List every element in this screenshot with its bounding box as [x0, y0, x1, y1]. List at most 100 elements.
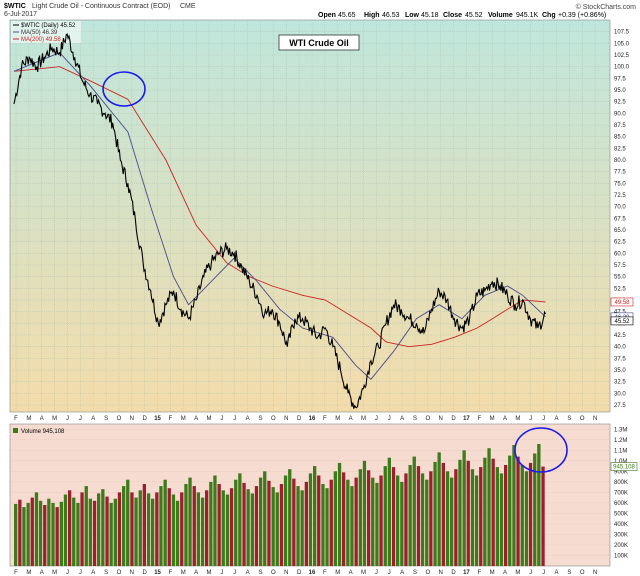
volume-bar: [304, 481, 308, 566]
price-y-tick-label: 42.5: [614, 333, 626, 339]
volume-x-axis: F M A M J J A S O N D 15 F M A M J J A S O N D 16 F M A M J J A S O N D 17 F…: [14, 570, 597, 576]
volume-x-tick-label: N: [130, 570, 134, 576]
volume-x-tick-label: N: [284, 570, 288, 576]
volume-bar: [163, 479, 167, 566]
volume-bar: [354, 477, 358, 566]
volume-x-tick-label: A: [503, 570, 507, 576]
price-y-tick-label: 80.0: [614, 158, 626, 164]
volume-y-tick-label: 200K: [614, 543, 628, 549]
volume-bar: [342, 472, 346, 566]
volume-bar: [221, 490, 225, 566]
highlight-circle-volume: [514, 427, 568, 473]
volume-bar: [22, 507, 26, 566]
volume-x-tick-label: A: [246, 570, 250, 576]
volume-bar: [321, 484, 325, 566]
volume-bar: [387, 457, 391, 566]
price-y-tick-label: 35.0: [614, 368, 626, 374]
price-x-tick-label: 17: [463, 416, 470, 422]
volume-x-tick-label: M: [52, 570, 57, 576]
volume-y-tick-label: 100K: [614, 553, 628, 559]
volume-bar: [146, 493, 151, 566]
price-y-tick-label: 62.5: [614, 240, 626, 246]
price-x-tick-label: J: [79, 416, 82, 422]
highlight-circle-price: [102, 71, 146, 107]
volume-bar: [329, 479, 333, 566]
volume-last-tag: 945,108: [610, 462, 638, 471]
volume-x-tick-label: 16: [309, 570, 316, 576]
high-label: High: [364, 12, 380, 19]
volume-bar: [88, 498, 92, 566]
volume-x-tick-label: A: [400, 570, 404, 576]
price-x-tick-label: J: [233, 416, 236, 422]
price-y-tick-label: 27.5: [614, 403, 626, 409]
price-x-tick-label: O: [117, 416, 122, 422]
volume-bar: [346, 479, 350, 566]
high-value: 46.53: [382, 12, 400, 19]
volume-bar: [429, 471, 433, 566]
volume-x-tick-label: M: [26, 570, 31, 576]
volume-x-tick-label: F: [14, 570, 18, 576]
volume-bar: [375, 482, 379, 566]
price-x-tick-label: S: [413, 416, 417, 422]
volume-bar: [213, 475, 217, 566]
price-x-tick-label: O: [580, 416, 585, 422]
volume-x-tick-label: J: [388, 570, 391, 576]
legend-price: $WTIC (Daily) 45.52: [21, 23, 76, 29]
volume-bar: [263, 471, 267, 566]
volume-bar: [541, 466, 545, 566]
volume-bar: [80, 492, 84, 566]
price-y-tick-label: 65.0: [614, 228, 626, 234]
volume-y-tick-label: 1.1M: [614, 448, 627, 454]
volume-bar: [416, 466, 421, 566]
volume-x-tick-label: A: [349, 570, 353, 576]
volume-bar: [520, 465, 524, 566]
volume-value: 945.1K: [516, 12, 539, 19]
volume-bar: [18, 499, 22, 566]
volume-bar: [533, 453, 537, 566]
volume-bar: [155, 492, 159, 566]
volume-x-tick-label: N: [593, 570, 597, 576]
legend-box: [11, 21, 81, 43]
price-y-tick-label: 70.0: [614, 205, 626, 211]
low-value: 45.18: [421, 12, 439, 19]
price-line: [13, 32, 546, 409]
price-x-tick-label: J: [542, 416, 545, 422]
volume-bar: [371, 477, 375, 566]
volume-bar: [479, 467, 483, 566]
price-x-tick-label: A: [555, 416, 559, 422]
open-label: Open: [318, 12, 336, 19]
price-x-tick-label: A: [400, 416, 404, 422]
price-x-tick-label: N: [593, 416, 597, 422]
price-x-tick-label: D: [297, 416, 302, 422]
volume-bar: [246, 489, 250, 566]
volume-bar: [404, 473, 408, 566]
price-x-tick-label: D: [143, 416, 148, 422]
volume-bar: [92, 500, 97, 566]
volume-x-tick-label: M: [361, 570, 366, 576]
volume-x-tick-label: D: [297, 570, 302, 576]
price-y-tick-label: 67.5: [614, 216, 626, 222]
price-y-tick-label: 92.5: [614, 100, 626, 106]
volume-x-tick-label: M: [490, 570, 495, 576]
volume-bar: [101, 489, 105, 566]
volume-bar: [47, 498, 51, 566]
volume-bar: [367, 470, 371, 566]
chg-label: Chg: [542, 12, 556, 19]
volume-bars: [14, 444, 545, 566]
volume-bar: [420, 473, 425, 566]
volume-bar: [408, 465, 412, 566]
volume-bar: [466, 460, 470, 566]
price-x-tick-label: M: [26, 416, 31, 422]
price-last-tags: 49.5846.3945.52: [610, 297, 634, 326]
volume-y-tick-label: 300K: [614, 532, 628, 538]
volume-x-tick-label: J: [220, 570, 223, 576]
price-x-tick-label: A: [503, 416, 507, 422]
volume-x-tick-label: M: [335, 570, 340, 576]
price-x-tick-label: M: [52, 416, 57, 422]
price-x-tick-label: S: [567, 416, 571, 422]
price-y-tick-label: 30.0: [614, 391, 626, 397]
price-x-tick-label: A: [91, 416, 95, 422]
volume-x-tick-label: S: [567, 570, 571, 576]
volume-bar: [184, 484, 188, 566]
